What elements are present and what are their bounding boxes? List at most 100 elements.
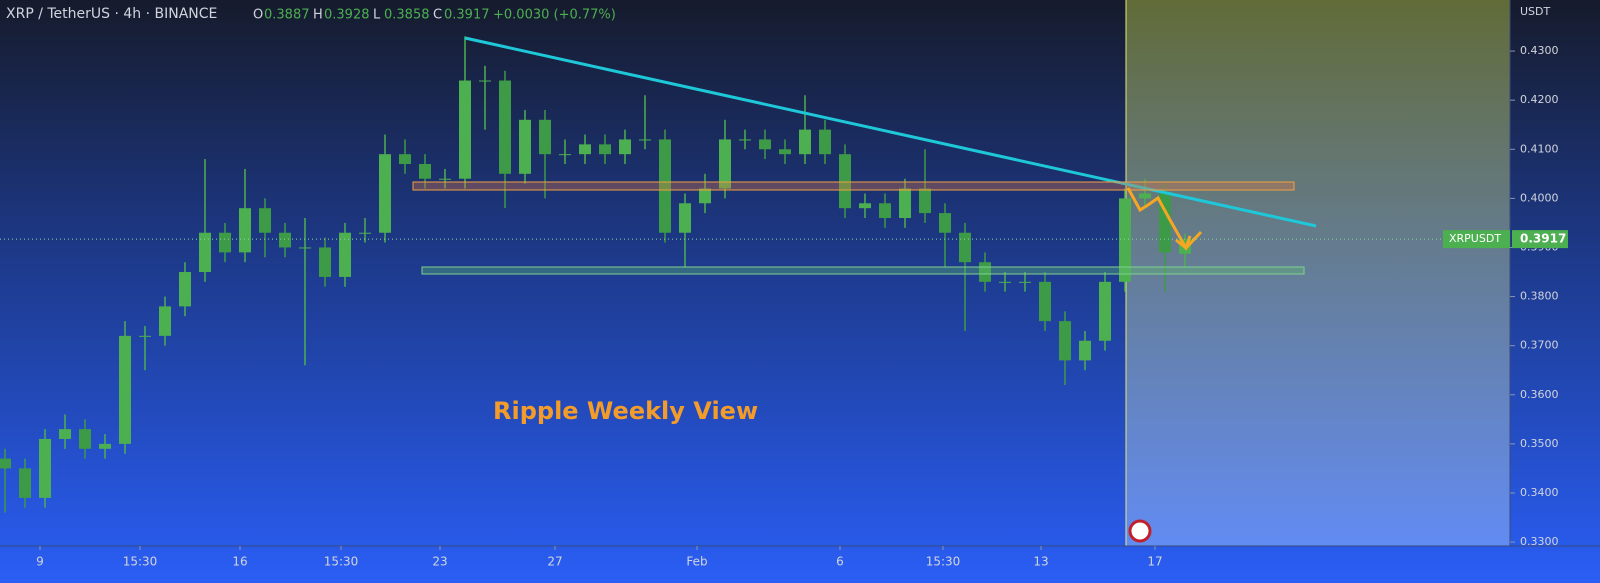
candle-body (659, 139, 671, 233)
candle-body (119, 335, 131, 444)
candle-body (379, 154, 391, 233)
candle-body (559, 154, 571, 156)
candle-body (739, 139, 751, 141)
candle-body (959, 232, 971, 263)
annotation: Ripple Weekly View (493, 397, 758, 425)
y-tick-label: 0.3700 (1520, 339, 1559, 352)
ohlc-value: 0.3858 (384, 8, 430, 23)
candle-body (519, 119, 531, 174)
candle-body (99, 443, 111, 449)
candle-body (179, 272, 191, 307)
candle-body (1079, 340, 1091, 361)
y-tick-label: 0.3300 (1520, 535, 1559, 548)
y-tick-label: 0.4300 (1520, 44, 1559, 57)
candle-body (859, 203, 871, 209)
ohlc-readout: O 0.3887 H 0.3928 L 0.3858 C 0.3917 +0.0030 (+0.… (253, 8, 616, 23)
candle-body (579, 144, 591, 155)
y-tick-label: 0.4100 (1520, 142, 1559, 155)
candle-body (679, 203, 691, 233)
ohlc-value: 0.3917 (444, 8, 490, 23)
axis-unit: USDT (1520, 5, 1551, 18)
candle-body (719, 139, 731, 189)
candle-body (1119, 198, 1131, 282)
y-tick-label: 0.3600 (1520, 388, 1559, 401)
candle-body (819, 129, 831, 155)
candle-body (599, 144, 611, 155)
price-tag-bg (1512, 230, 1568, 249)
y-tick-label: 0.3500 (1520, 437, 1559, 450)
candle-body (159, 306, 171, 336)
symbol-tag-bg (1443, 230, 1510, 249)
candle-body (539, 119, 551, 155)
y-tick-label: 0.3800 (1520, 290, 1559, 303)
event-flag[interactable] (1128, 519, 1152, 543)
x-tick-label: 15:30 (123, 555, 158, 569)
price-tag: 0.3917 (1520, 232, 1566, 246)
candle-body (299, 247, 311, 249)
candle-body (319, 247, 331, 277)
candle-body (439, 178, 451, 180)
y-tick-label: 0.3400 (1520, 486, 1559, 499)
candle-body (339, 232, 351, 277)
candle-body (619, 139, 631, 155)
symbol-tag: XRPUSDT (1449, 232, 1501, 245)
candle-body (499, 80, 511, 174)
candle-body (1059, 321, 1071, 361)
candle-body (0, 458, 11, 469)
candle-body (239, 208, 251, 253)
candle-body (59, 429, 71, 439)
candle-body (799, 129, 811, 155)
candle-body (999, 281, 1011, 283)
ohlc-key: L (373, 8, 381, 23)
x-tick-label: 23 (432, 555, 447, 569)
candle-body (1039, 281, 1051, 322)
candle-body (1099, 281, 1111, 341)
candle-body (259, 208, 271, 233)
trend-line (464, 36, 1317, 228)
candle-body (779, 149, 791, 155)
candle-body (699, 188, 711, 204)
resistance-zone (412, 181, 1295, 191)
ohlc-value: 0.3928 (324, 8, 370, 23)
x-tick-label: 27 (547, 555, 562, 569)
y-tick-label: 0.4000 (1520, 191, 1559, 204)
candle-body (919, 188, 931, 214)
candle-body (639, 139, 651, 141)
candle-body (1019, 281, 1031, 283)
candle-body (839, 154, 851, 209)
candle-body (359, 232, 371, 234)
candle-body (939, 213, 951, 233)
x-tick-label: 17 (1147, 555, 1162, 569)
candle-body (759, 139, 771, 150)
candle-body (419, 163, 431, 179)
x-tick-label: 9 (36, 555, 44, 569)
x-tick-label: Feb (686, 555, 707, 569)
arrow-head (1175, 235, 1192, 251)
x-tick-label: 15:30 (324, 555, 359, 569)
ohlc-key: O (253, 8, 263, 23)
candle-body (39, 438, 51, 498)
x-tick-label: 13 (1033, 555, 1048, 569)
candle-body (479, 80, 491, 82)
x-tick-label: 16 (232, 555, 247, 569)
ohlc-value: 0.3887 (264, 8, 310, 23)
candle-body (399, 154, 411, 164)
candle-body (19, 468, 31, 498)
candle-body (899, 188, 911, 219)
symbol-title: XRP / TetherUS · 4h · BINANCE (6, 6, 217, 22)
candle-body (139, 335, 151, 337)
candle-body (1139, 193, 1151, 199)
candle-body (879, 203, 891, 219)
x-tick-label: 15:30 (926, 555, 961, 569)
ohlc-key: H (313, 8, 323, 23)
candle-body (199, 232, 211, 273)
highlight-zone (1126, 0, 1510, 546)
candle-body (279, 232, 291, 248)
candle-body (459, 80, 471, 179)
price-change: +0.0030 (+0.77%) (493, 8, 616, 23)
candle-body (79, 429, 91, 449)
x-tick-label: 6 (836, 555, 844, 569)
candle-body (219, 232, 231, 253)
support-zone (421, 266, 1305, 275)
